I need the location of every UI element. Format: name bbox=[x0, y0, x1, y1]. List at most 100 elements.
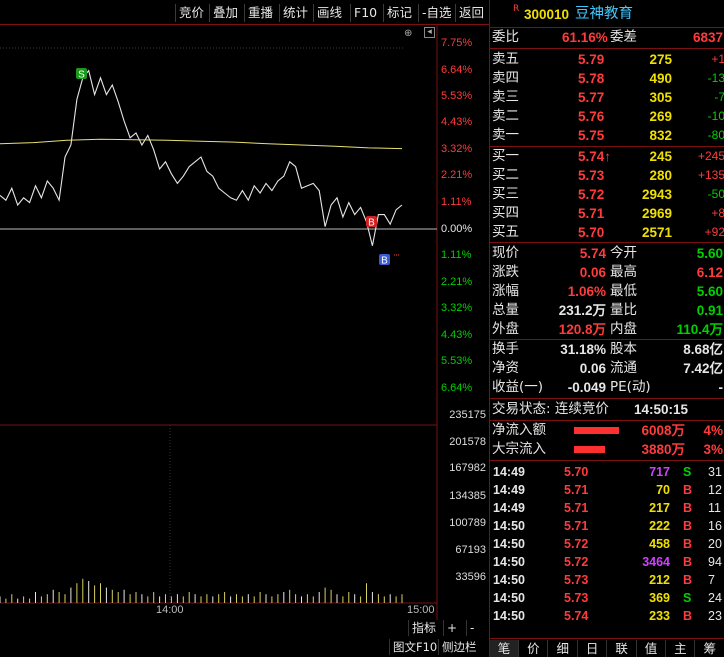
stock-flag: R bbox=[513, 4, 520, 14]
trade-marker-buy: B bbox=[379, 254, 390, 267]
tick-side: B bbox=[683, 609, 693, 623]
tick-volume: 70 bbox=[656, 483, 670, 497]
pct-tick-label: 3.32% bbox=[441, 302, 473, 314]
toolbar-stats-button[interactable]: 统计 bbox=[279, 4, 311, 22]
weibi-value: 61.16% bbox=[562, 30, 608, 45]
detail-tab[interactable]: 日 bbox=[578, 640, 608, 657]
flow-value: 3880万 bbox=[641, 442, 685, 457]
tick-side: B bbox=[683, 501, 693, 515]
tick-row: 14:50 5.72 3464 B 94 bbox=[490, 553, 724, 571]
toolbar-replay-button[interactable]: 重播 bbox=[244, 4, 276, 22]
quote-value: 231.2万 bbox=[558, 303, 606, 318]
fundamental-row: 收益(一) -0.049 PE(动) - bbox=[490, 378, 724, 397]
detail-tab[interactable]: 笔 bbox=[490, 640, 519, 657]
quote-value: 5.74 bbox=[579, 246, 606, 261]
bid-change: +8 bbox=[711, 206, 724, 220]
bid-row[interactable]: 买三 5.72 2943 -50 bbox=[490, 185, 724, 204]
ask-label: 卖一 bbox=[492, 127, 519, 143]
toolbar-back-button[interactable]: 返回 bbox=[455, 4, 487, 22]
ask-volume: 305 bbox=[649, 90, 672, 105]
time-label-1400: 14:00 bbox=[156, 604, 184, 616]
stock-name[interactable]: 豆神教育 bbox=[575, 6, 633, 22]
tick-count: 31 bbox=[708, 465, 722, 479]
flow-value: 6008万 bbox=[641, 423, 685, 438]
stock-code: 300010 bbox=[524, 7, 570, 22]
ask-row[interactable]: 卖五 5.79 275 +1 bbox=[490, 50, 724, 69]
tick-price: 5.72 bbox=[564, 555, 589, 569]
ask-volume: 832 bbox=[649, 128, 672, 143]
tick-time: 14:50 bbox=[493, 609, 525, 623]
ask-row[interactable]: 卖三 5.77 305 -7 bbox=[490, 88, 724, 107]
tick-volume: 212 bbox=[649, 573, 670, 587]
detail-tab[interactable]: 筹 bbox=[696, 640, 724, 657]
quote-row: 外盘 120.8万 内盘 110.4万 bbox=[490, 320, 724, 339]
bid-row[interactable]: 买二 5.73 280 +135 bbox=[490, 166, 724, 185]
tick-count: 23 bbox=[708, 609, 722, 623]
quote-label: 涨跌 bbox=[492, 264, 519, 280]
toolbar-overlay-button[interactable]: 叠加 bbox=[209, 4, 241, 22]
toolbar-f10-button[interactable]: F10 bbox=[350, 4, 380, 22]
toolbar-mark-button[interactable]: 标记 bbox=[383, 4, 415, 22]
bid-row[interactable]: 买一 5.74↑ 245 +245 bbox=[490, 147, 724, 166]
chart-toolbar: 竞价 叠加 重播 统计 画线 F10 标记 -自选 返回 bbox=[0, 0, 489, 25]
indicator-button[interactable]: 指标 bbox=[408, 620, 439, 636]
svg-text:B: B bbox=[368, 218, 375, 229]
tick-count: 12 bbox=[708, 483, 722, 497]
tick-row: 14:49 5.70 717 S 31 bbox=[490, 463, 724, 481]
collapse-icon[interactable]: ◂ bbox=[424, 27, 435, 38]
tick-time: 14:50 bbox=[493, 519, 525, 533]
detail-tab[interactable]: 细 bbox=[549, 640, 578, 657]
tick-volume: 369 bbox=[649, 591, 670, 605]
detail-tab[interactable]: 联 bbox=[608, 640, 637, 657]
bid-price: 5.71 bbox=[578, 206, 605, 221]
volume-tick-label: 33596 bbox=[455, 571, 486, 583]
ask-label: 卖二 bbox=[492, 108, 519, 124]
toolbar-draw-button[interactable]: 画线 bbox=[313, 4, 345, 22]
pct-tick-label: 6.64% bbox=[441, 64, 473, 76]
fundamental-value: -0.049 bbox=[567, 380, 606, 395]
bid-price: 5.72 bbox=[578, 187, 605, 202]
flow-label: 大宗流入 bbox=[492, 441, 546, 457]
volume-tick-label: 167982 bbox=[449, 462, 486, 474]
bid-row[interactable]: 买四 5.71 2969 +8 bbox=[490, 204, 724, 223]
detail-tab[interactable]: 价 bbox=[519, 640, 549, 657]
sidebar-toggle-button[interactable]: 侧边栏 « bbox=[438, 639, 489, 657]
detail-tab[interactable]: 值 bbox=[637, 640, 666, 657]
fundamental-row: 换手 31.18% 股本 8.68亿 bbox=[490, 340, 724, 359]
quote-row: 现价 5.74 今开 5.60 bbox=[490, 244, 724, 263]
quote-label: 最低 bbox=[610, 283, 637, 299]
ask-row[interactable]: 卖四 5.78 490 -13 bbox=[490, 69, 724, 88]
tick-count: 16 bbox=[708, 519, 722, 533]
bid-row[interactable]: 买五 5.70 2571 +92 bbox=[490, 223, 724, 242]
toolbar-remove-watchlist-button[interactable]: -自选 bbox=[418, 4, 455, 22]
ask-change: -80 bbox=[707, 128, 724, 142]
quote-row: 涨幅 1.06% 最低 5.60 bbox=[490, 282, 724, 301]
trade-marker-sell: S bbox=[76, 68, 87, 81]
ask-row[interactable]: 卖一 5.75 832 -80 bbox=[490, 126, 724, 145]
pct-tick-label: 1.11% bbox=[441, 196, 472, 208]
zoom-in-button[interactable]: + bbox=[443, 620, 460, 636]
zoom-out-button[interactable]: - bbox=[466, 620, 477, 636]
tick-side: B bbox=[683, 537, 693, 551]
tick-price: 5.70 bbox=[564, 465, 589, 479]
tuwen-f10-button[interactable]: 图文F10 bbox=[389, 639, 440, 655]
bid-change: -50 bbox=[707, 187, 724, 201]
fundamental-value: 8.68亿 bbox=[683, 342, 723, 357]
tick-row: 14:50 5.71 222 B 16 bbox=[490, 517, 724, 535]
pin-icon[interactable]: ⊕ bbox=[404, 28, 413, 39]
quote-label: 量比 bbox=[610, 302, 637, 318]
detail-tab[interactable]: 主 bbox=[666, 640, 696, 657]
tick-price: 5.73 bbox=[564, 591, 589, 605]
fund-flow-row: 大宗流入 3880万 3% bbox=[490, 440, 724, 459]
flow-percent: 3% bbox=[703, 442, 723, 457]
bid-volume: 280 bbox=[649, 168, 672, 183]
toolbar-auction-button[interactable]: 竞价 bbox=[175, 4, 207, 22]
tick-row: 14:49 5.71 70 B 12 bbox=[490, 481, 724, 499]
ask-row[interactable]: 卖二 5.76 269 -10 bbox=[490, 107, 724, 126]
time-label-1500: 15:00 bbox=[407, 604, 435, 616]
flow-percent: 4% bbox=[703, 423, 723, 438]
intraday-chart[interactable]: S B B bbox=[0, 0, 489, 620]
tick-row: 14:49 5.71 217 B 11 bbox=[490, 499, 724, 517]
tick-count: 94 bbox=[708, 555, 722, 569]
ask-change: -13 bbox=[707, 71, 724, 85]
